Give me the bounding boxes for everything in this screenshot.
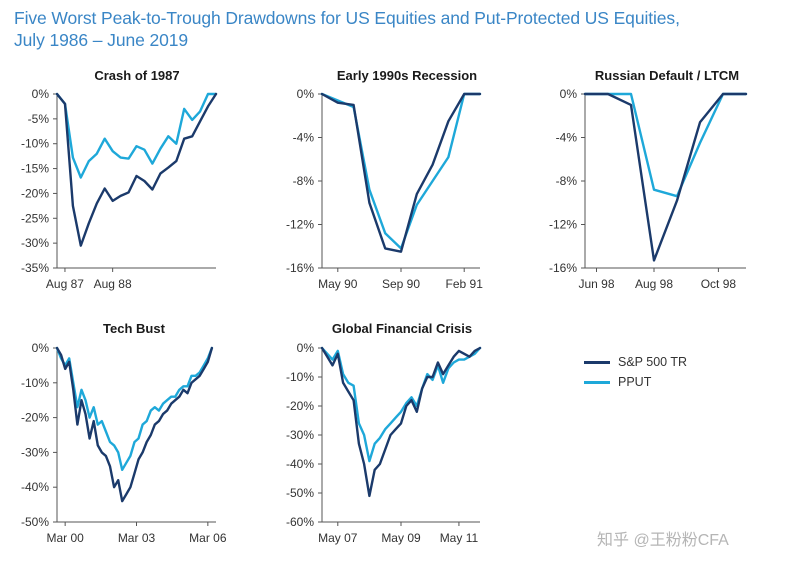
legend: S&P 500 TR PPUT bbox=[584, 352, 687, 392]
legend-label-pput: PPUT bbox=[618, 375, 652, 389]
chart-5-y-tick-label: -10% bbox=[286, 370, 314, 384]
chart-3-y-tick-label: 0% bbox=[560, 87, 578, 101]
chart-5-y-tick-label: 0% bbox=[297, 341, 315, 355]
chart-2-x-tick-label: May 90 bbox=[318, 277, 358, 291]
chart-1-y-tick-label: -25% bbox=[21, 211, 49, 225]
chart-2-y-tick-label: 0% bbox=[297, 87, 315, 101]
chart-1-y-tick-label: -5% bbox=[28, 112, 50, 126]
chart-3-x-tick-label: Jun 98 bbox=[578, 277, 614, 291]
chart-1-y-tick-label: -30% bbox=[21, 236, 49, 250]
chart-4-y-tick-label: -10% bbox=[21, 376, 49, 390]
chart-5-series-pput-line bbox=[320, 346, 482, 463]
chart-3-title: Russian Default / LTCM bbox=[595, 68, 739, 83]
chart-3-series-pput-line bbox=[583, 92, 748, 198]
chart-4-y-tick-label: -20% bbox=[21, 411, 49, 425]
chart-1-series-pput-line bbox=[55, 92, 218, 179]
legend-swatch-pput bbox=[584, 380, 610, 384]
chart-2-series-pput-line bbox=[320, 92, 482, 250]
chart-2-x-tick-label: Feb 91 bbox=[446, 277, 484, 291]
chart-2-y-tick-label: -12% bbox=[286, 218, 314, 232]
chart-1-x-tick-label: Aug 88 bbox=[94, 277, 132, 291]
chart-5-series-sp500-line bbox=[320, 346, 482, 498]
chart-2-y-tick-label: -16% bbox=[286, 261, 314, 275]
legend-label-sp500: S&P 500 TR bbox=[618, 355, 688, 369]
chart-5-y-tick-label: -40% bbox=[286, 457, 314, 471]
chart-4-x-tick-label: Mar 00 bbox=[46, 531, 84, 545]
legend-swatch-sp500 bbox=[584, 360, 610, 364]
chart-4-y-tick-label: -30% bbox=[21, 445, 49, 459]
chart-3-series-sp500-line bbox=[583, 92, 748, 262]
chart-4-y-tick-label: 0% bbox=[32, 341, 50, 355]
chart-5-y-tick-label: -20% bbox=[286, 399, 314, 413]
chart-5-x-tick-label: May 09 bbox=[381, 531, 421, 545]
chart-3-y-tick-label: -16% bbox=[549, 261, 577, 275]
chart-2-series-sp500-line bbox=[320, 92, 482, 253]
chart-3-y-tick-label: -12% bbox=[549, 218, 577, 232]
chart-5-y-tick-label: -60% bbox=[286, 515, 314, 529]
chart-1-x-tick-label: Aug 87 bbox=[46, 277, 84, 291]
chart-4-y-tick-label: -40% bbox=[21, 480, 49, 494]
chart-1-y-tick-label: -35% bbox=[21, 261, 49, 275]
chart-4-x-tick-label: Mar 03 bbox=[118, 531, 156, 545]
chart-5-y-tick-label: -50% bbox=[286, 486, 314, 500]
chart-3-y-tick-label: -4% bbox=[556, 131, 578, 145]
chart-5-x-tick-label: May 07 bbox=[318, 531, 358, 545]
chart-1-y-tick-label: 0% bbox=[32, 87, 50, 101]
chart-5-title: Global Financial Crisis bbox=[332, 321, 472, 336]
watermark: 知乎 @王粉粉CFA bbox=[597, 532, 729, 549]
chart-4-series-pput-line bbox=[55, 346, 214, 471]
chart-2-x-tick-label: Sep 90 bbox=[382, 277, 420, 291]
chart-1-y-tick-label: -20% bbox=[21, 186, 49, 200]
chart-1-y-tick-label: -15% bbox=[21, 162, 49, 176]
chart-4-x-tick-label: Mar 06 bbox=[189, 531, 227, 545]
chart-5-x-tick-label: May 11 bbox=[440, 531, 479, 545]
chart-5-y-tick-label: -30% bbox=[286, 428, 314, 442]
chart-2-y-tick-label: -4% bbox=[293, 131, 315, 145]
figure-title-line1: Five Worst Peak-to-Trough Drawdowns for … bbox=[14, 8, 680, 28]
legend-item-pput: PPUT bbox=[584, 372, 687, 392]
chart-1-title: Crash of 1987 bbox=[94, 68, 179, 83]
chart-3-x-tick-label: Aug 98 bbox=[635, 277, 673, 291]
legend-item-sp500: S&P 500 TR bbox=[584, 352, 687, 372]
chart-2-y-tick-label: -8% bbox=[293, 174, 315, 188]
chart-4-series-sp500-line bbox=[55, 346, 214, 503]
chart-4-y-tick-label: -50% bbox=[21, 515, 49, 529]
chart-2-title: Early 1990s Recession bbox=[337, 68, 477, 83]
figure-title-line2: July 1986 – June 2019 bbox=[14, 30, 189, 50]
chart-3-y-tick-label: -8% bbox=[556, 174, 578, 188]
chart-1-y-tick-label: -10% bbox=[21, 137, 49, 151]
chart-3-x-tick-label: Oct 98 bbox=[701, 277, 737, 291]
chart-4-title: Tech Bust bbox=[103, 321, 166, 336]
chart-1-series-sp500-line bbox=[55, 92, 218, 247]
